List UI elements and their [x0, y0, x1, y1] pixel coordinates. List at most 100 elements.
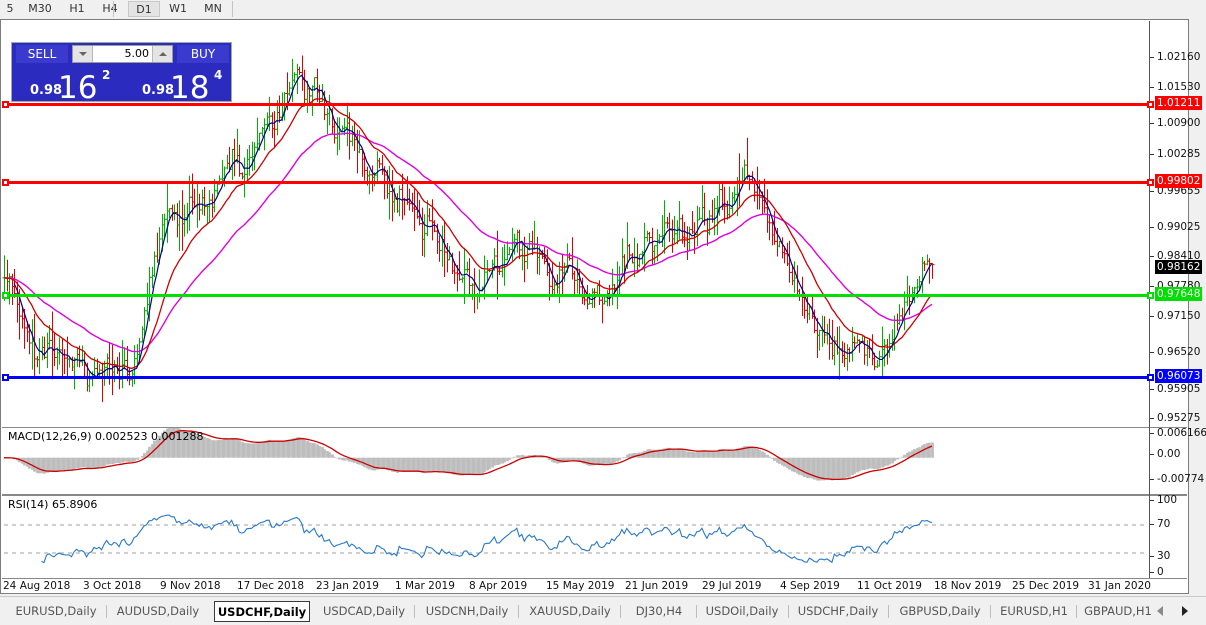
rsi-plot — [4, 514, 1148, 564]
indicator-tick-label: 100 — [1157, 494, 1178, 506]
price-tick — [1150, 352, 1154, 353]
timeframe-h4[interactable]: H4 — [102, 2, 118, 15]
tab-separator — [990, 605, 991, 618]
sell-price-fraction: 2 — [102, 68, 111, 82]
date-tick-label: 11 Oct 2019 — [857, 580, 922, 592]
chart-tab-usdchf-daily[interactable]: USDCHF,Daily — [797, 604, 879, 618]
chart-tab-usdcad-daily[interactable]: USDCAD,Daily — [322, 604, 406, 618]
volume-input[interactable]: 5.00 — [72, 45, 173, 63]
study-line-support-blue[interactable] — [2, 376, 1154, 379]
price-tick — [1150, 87, 1154, 88]
chart-tab-gbpaud-h1[interactable]: GBPAUD,H1 — [1084, 604, 1152, 618]
sell-price-display[interactable]: 0.98 16 2 — [14, 66, 121, 106]
macd-label: MACD(12,26,9) 0.002523 0.001288 — [8, 430, 204, 443]
chart-tab-bar[interactable]: EURUSD,Daily AUDUSD,Daily USDCHF,Daily USDC… — [0, 596, 1206, 625]
chart-tab-xauusd-daily[interactable]: XAUUSD,Daily — [529, 604, 611, 618]
indicator-tick — [1150, 433, 1154, 434]
price-tick-label: 0.98410 — [1157, 250, 1201, 262]
price-tick-label: 0.99655 — [1157, 185, 1201, 197]
study-line-handle-left[interactable] — [2, 101, 9, 108]
date-tick-label: 1 Mar 2019 — [395, 580, 455, 592]
date-tick-label: 9 Nov 2018 — [160, 580, 221, 592]
rsi-pane[interactable]: RSI(14) 65.8906 — [2, 495, 1187, 579]
resistance-line-label[interactable]: 0.99802 — [1155, 174, 1203, 188]
toolbar-separator — [113, 1, 114, 17]
date-tick-label: 17 Dec 2018 — [237, 580, 305, 592]
indicator-tick-label: -0.00774 — [1157, 473, 1205, 485]
buy-price-fraction: 4 — [214, 68, 223, 82]
indicator-tick — [1150, 524, 1154, 525]
chart-tab-dj30-h4[interactable]: DJ30,H4 — [635, 604, 683, 618]
price-tick-label: 1.00900 — [1157, 117, 1201, 129]
indicator-tick — [1150, 454, 1154, 455]
price-tick — [1150, 123, 1154, 124]
price-tick-label: 1.01530 — [1157, 81, 1201, 93]
study-line-handle[interactable] — [1147, 374, 1154, 381]
spinner-down-icon[interactable] — [73, 46, 93, 62]
price-tick — [1150, 418, 1154, 419]
chart-window: USDCHF,Daily 0.98132 0.98203 0.98132 0.9… — [0, 19, 1206, 595]
chart-tab-audusd-daily[interactable]: AUDUSD,Daily — [116, 604, 200, 618]
tab-separator — [518, 605, 519, 618]
date-tick-label: 29 Jul 2019 — [702, 580, 762, 592]
price-axis[interactable]: 1.02160 1.01530 1.00900 1.00285 0.99655 0.990… — [1150, 20, 1206, 595]
timeframe-toolbar: 5 M30 H1 H4 D1 W1 MN — [0, 0, 1206, 18]
chevron-right-icon[interactable] — [1182, 606, 1188, 616]
timeframe-h1[interactable]: H1 — [69, 2, 85, 15]
study-line-handle-left[interactable] — [2, 374, 9, 381]
indicator-tick-label: 30 — [1157, 550, 1171, 562]
price-tick-label: 1.02160 — [1157, 51, 1201, 63]
price-tick-label: 0.99025 — [1157, 221, 1201, 233]
current-price-label[interactable]: 0.98162 — [1155, 260, 1203, 274]
buy-price-big: 18 — [170, 70, 210, 106]
macd-plot — [3, 428, 934, 481]
study-line-handle[interactable] — [1147, 179, 1154, 186]
chart-tab-usdchf-daily[interactable]: USDCHF,Daily — [214, 601, 310, 622]
study-line-handle[interactable] — [1147, 101, 1154, 108]
price-tick-label: 0.95905 — [1157, 383, 1201, 395]
support-line-label[interactable]: 0.97648 — [1155, 287, 1203, 301]
timeframe-w1[interactable]: W1 — [169, 2, 187, 15]
resistance-line-label[interactable]: 1.01211 — [1155, 96, 1203, 110]
date-tick-label: 31 Jan 2020 — [1088, 580, 1151, 592]
sell-button[interactable]: SELL — [16, 45, 68, 63]
study-line-support-green[interactable] — [2, 294, 1154, 297]
timeframe-d1[interactable]: D1 — [128, 1, 160, 17]
timeframe-mn[interactable]: MN — [204, 2, 222, 15]
price-tick — [1150, 57, 1154, 58]
chart-tab-eurusd-daily[interactable]: EURUSD,Daily — [15, 604, 97, 618]
chart-tab-gbpusd-daily[interactable]: GBPUSD,Daily — [899, 604, 981, 618]
study-line-resistance-upper[interactable] — [2, 103, 1154, 106]
buy-price-display[interactable]: 0.98 18 4 — [124, 66, 231, 106]
sell-price-big: 16 — [58, 70, 98, 106]
timeframe-5[interactable]: 5 — [6, 2, 14, 15]
buy-button[interactable]: BUY — [177, 45, 229, 63]
study-line-handle[interactable] — [1147, 292, 1154, 299]
chart-tab-eurusd-h1[interactable]: EURUSD,H1 — [1000, 604, 1068, 618]
one-click-trading-panel[interactable]: SELL 5.00 BUY 0.98 16 2 0.98 18 4 — [11, 42, 232, 106]
study-line-handle-left[interactable] — [2, 292, 9, 299]
price-tick — [1150, 389, 1154, 390]
indicator-tick-label: 0.00 — [1157, 448, 1181, 460]
chart-tab-usdcnh-daily[interactable]: USDCNH,Daily — [425, 604, 509, 618]
price-tick-label: 0.95275 — [1157, 412, 1201, 424]
indicator-tick — [1150, 479, 1154, 480]
date-axis-separator — [2, 578, 1187, 579]
price-tick-label: 0.97150 — [1157, 310, 1201, 322]
indicator-tick — [1150, 500, 1154, 501]
study-line-handle-left[interactable] — [2, 179, 9, 186]
tab-separator — [788, 605, 789, 618]
indicator-tick-label: 0 — [1157, 566, 1164, 578]
date-axis: 24 Aug 2018 3 Oct 2018 9 Nov 2018 17 Dec 20… — [1, 579, 1188, 594]
study-line-resistance-lower[interactable] — [2, 181, 1154, 184]
chevron-left-icon[interactable] — [1157, 606, 1163, 616]
chart-tab-usdoil-daily[interactable]: USDOil,Daily — [705, 604, 779, 618]
tab-separator — [620, 605, 621, 618]
date-tick-label: 4 Sep 2019 — [780, 580, 840, 592]
macd-pane[interactable]: MACD(12,26,9) 0.002523 0.001288 — [2, 427, 1187, 495]
support-line-label[interactable]: 0.96073 — [1155, 369, 1203, 383]
tab-separator — [414, 605, 415, 618]
date-tick-label: 8 Apr 2019 — [469, 580, 528, 592]
spinner-up-icon[interactable] — [152, 46, 172, 62]
timeframe-m30[interactable]: M30 — [28, 2, 52, 15]
